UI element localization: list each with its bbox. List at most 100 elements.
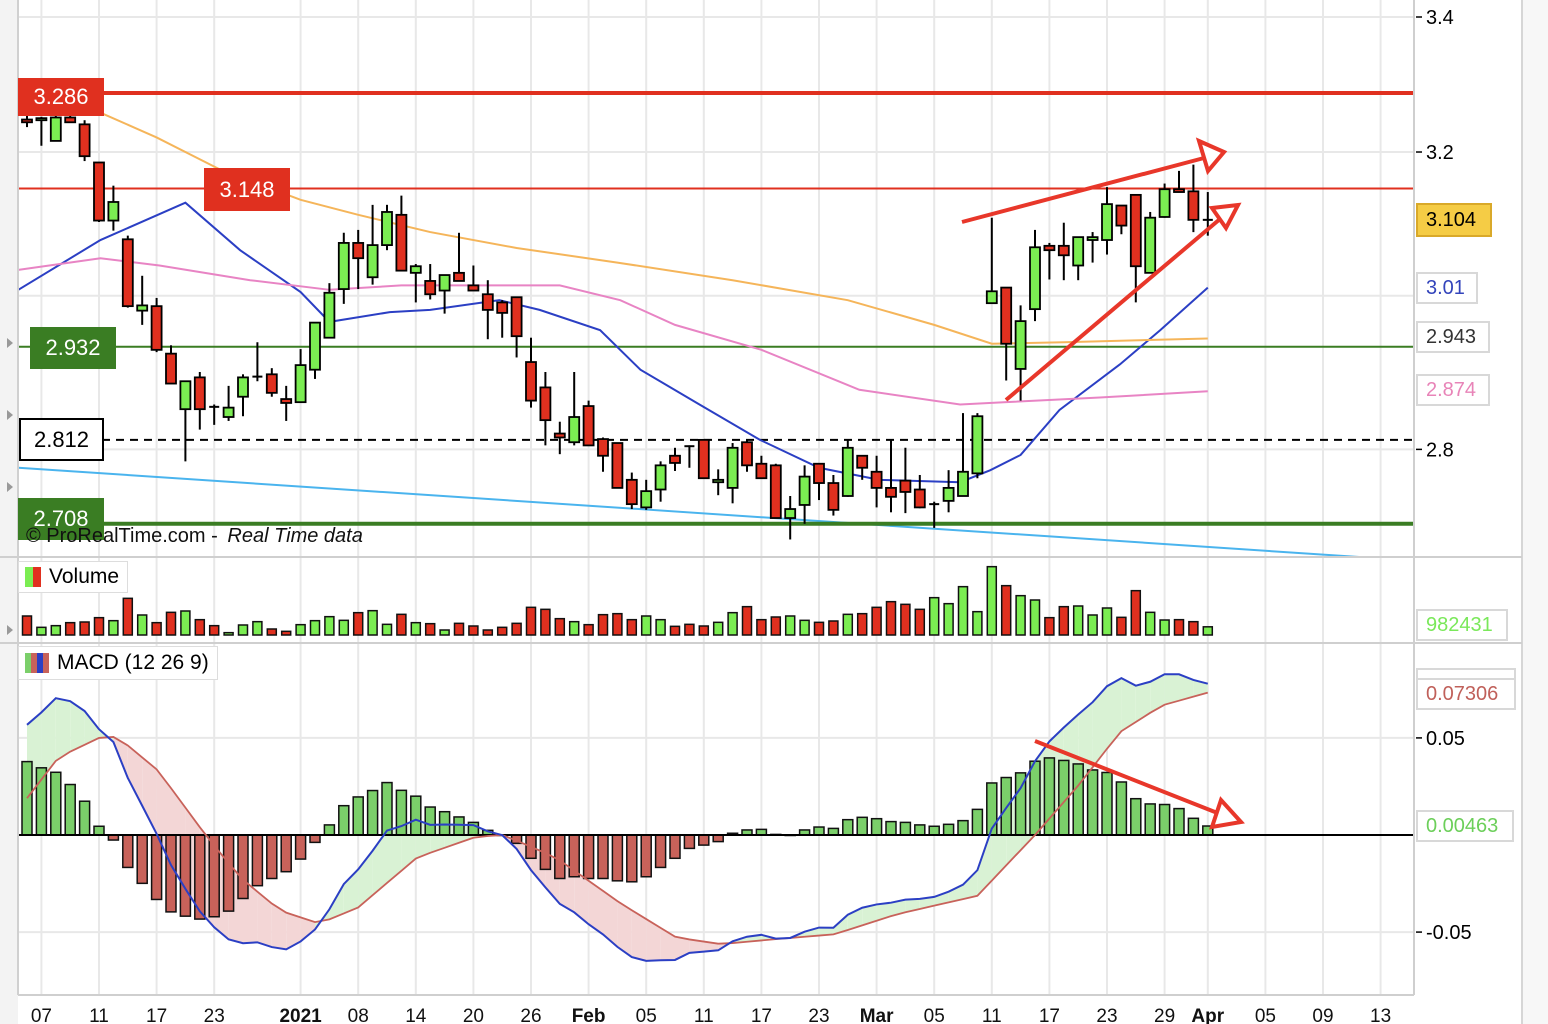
candle[interactable] — [913, 474, 926, 509]
candle[interactable] — [1043, 242, 1056, 280]
candle[interactable] — [35, 116, 48, 146]
candle[interactable] — [1115, 204, 1128, 235]
volume-bar[interactable] — [496, 626, 508, 636]
macd-histogram-bar[interactable] — [698, 834, 710, 846]
candle[interactable] — [726, 443, 739, 504]
volume-bar[interactable] — [871, 606, 882, 636]
volume-bar[interactable] — [698, 625, 710, 636]
volume-bar[interactable] — [136, 614, 148, 636]
volume-bar[interactable] — [122, 597, 134, 636]
volume-bar[interactable] — [626, 618, 638, 636]
macd-histogram-bar[interactable] — [1072, 763, 1084, 836]
level-badge-2812[interactable]: 2.812 — [19, 418, 104, 461]
ma-blue-line[interactable] — [18, 201, 1209, 484]
candle[interactable] — [971, 413, 984, 479]
volume-bar[interactable] — [194, 618, 206, 636]
volume-bar[interactable] — [367, 609, 378, 636]
candle[interactable] — [929, 501, 940, 528]
macd-histogram-bar[interactable] — [424, 806, 436, 836]
volume-bar[interactable] — [338, 619, 350, 636]
volume-bar[interactable] — [410, 621, 422, 636]
macd-histogram-bar[interactable] — [395, 789, 408, 836]
volume-bar[interactable] — [352, 611, 364, 636]
volume-bar[interactable] — [266, 628, 278, 636]
macd-histogram-bar[interactable] — [35, 767, 48, 836]
volume-bar[interactable] — [669, 625, 681, 636]
candle[interactable] — [352, 229, 365, 290]
candle[interactable] — [798, 465, 811, 524]
volume-bar[interactable] — [424, 622, 436, 636]
macd-histogram-bar[interactable] — [813, 826, 825, 836]
macd-histogram-bar[interactable] — [626, 834, 638, 883]
candle[interactable] — [21, 115, 33, 128]
candle[interactable] — [813, 462, 825, 501]
macd-histogram-bar[interactable] — [885, 820, 897, 836]
volume-bar[interactable] — [108, 619, 119, 636]
candle[interactable] — [769, 463, 782, 519]
price-panel[interactable] — [18, 90, 1414, 558]
macd-histogram-bar[interactable] — [1144, 803, 1156, 836]
macd-histogram-bar[interactable] — [611, 834, 624, 882]
macd-histogram-bar[interactable] — [1086, 769, 1099, 836]
macd-histogram-bar[interactable] — [179, 834, 192, 917]
volume-bar[interactable] — [237, 624, 249, 636]
candle[interactable] — [539, 372, 552, 446]
volume-bar[interactable] — [381, 623, 393, 636]
volume-bar[interactable] — [799, 619, 810, 636]
macd-histogram-bar[interactable] — [928, 825, 940, 836]
volume-bar[interactable] — [568, 620, 580, 636]
macd-histogram-bar[interactable] — [971, 808, 984, 836]
candle[interactable] — [337, 232, 350, 304]
macd-histogram-bar[interactable] — [366, 789, 379, 836]
candle[interactable] — [611, 442, 624, 489]
macd-signal-line[interactable] — [26, 691, 1209, 945]
volume-legend[interactable]: Volume — [18, 561, 129, 593]
volume-bar[interactable] — [21, 615, 33, 636]
volume-bar[interactable] — [50, 624, 62, 636]
ma-gray-line[interactable] — [100, 111, 1208, 345]
candle[interactable] — [323, 283, 336, 339]
macd-histogram-bar[interactable] — [1101, 771, 1113, 836]
macd-histogram-bar[interactable] — [294, 834, 307, 860]
volume-bar[interactable] — [36, 626, 47, 636]
level-badge-3148[interactable]: 3.148 — [204, 168, 290, 211]
candle[interactable] — [1072, 236, 1085, 281]
volume-bar[interactable] — [957, 585, 969, 636]
panel-handle-icon[interactable] — [7, 410, 13, 420]
volume-bar[interactable] — [756, 618, 767, 636]
macd-histogram-bar[interactable] — [1158, 803, 1171, 836]
candle[interactable] — [179, 380, 192, 462]
candle[interactable] — [150, 297, 163, 353]
candle[interactable] — [78, 120, 91, 162]
volume-bar[interactable] — [1015, 594, 1026, 636]
volume-bar[interactable] — [1159, 619, 1170, 636]
volume-bar[interactable] — [770, 616, 782, 636]
volume-bar[interactable] — [252, 620, 263, 636]
candle[interactable] — [237, 374, 249, 417]
macd-histogram-bar[interactable] — [554, 834, 566, 880]
candle[interactable] — [597, 437, 609, 472]
candle[interactable] — [1000, 286, 1013, 381]
macd-histogram-bar[interactable] — [597, 834, 609, 880]
volume-bar[interactable] — [1101, 607, 1113, 636]
candle[interactable] — [1086, 232, 1099, 263]
candle[interactable] — [93, 161, 105, 222]
volume-bar[interactable] — [468, 625, 479, 636]
candle[interactable] — [438, 274, 451, 314]
volume-bar[interactable] — [223, 631, 234, 636]
volume-bar[interactable] — [1130, 589, 1142, 636]
candle[interactable] — [165, 345, 177, 385]
macd-histogram-bar[interactable] — [165, 834, 177, 913]
volume-bar[interactable] — [525, 606, 537, 636]
macd-histogram-bar[interactable] — [957, 819, 969, 836]
volume-bar[interactable] — [482, 629, 494, 636]
volume-bar[interactable] — [900, 603, 911, 636]
ma-pink-line[interactable] — [18, 257, 1208, 406]
volume-bar[interactable] — [151, 621, 162, 636]
candle[interactable] — [280, 385, 293, 421]
volume-bar[interactable] — [741, 605, 753, 636]
volume-bar[interactable] — [280, 630, 292, 636]
candle[interactable] — [899, 447, 912, 514]
volume-bar[interactable] — [1029, 599, 1041, 636]
volume-bar[interactable] — [684, 623, 695, 636]
